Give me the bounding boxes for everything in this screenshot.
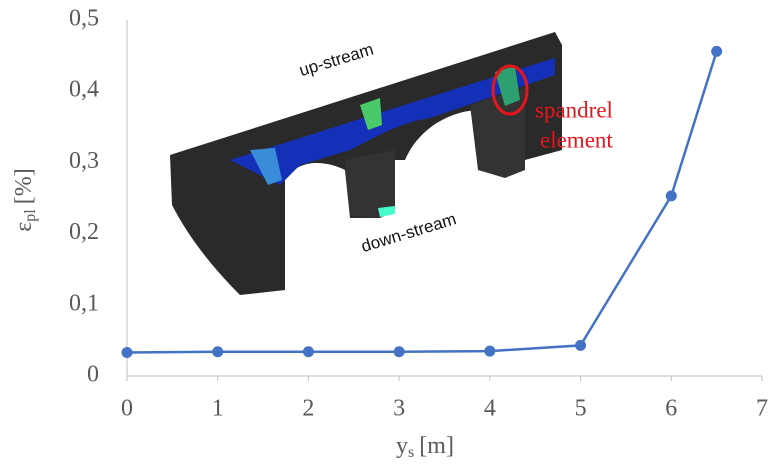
bridge-illustration: up-stream down-stream spandrel element bbox=[170, 32, 613, 295]
data-point bbox=[711, 46, 722, 57]
chart: up-stream down-stream spandrel element y… bbox=[0, 0, 771, 470]
y-axis-label-symbol: ε bbox=[11, 222, 37, 232]
data-point bbox=[303, 346, 314, 357]
x-tick-label: 1 bbox=[212, 396, 224, 422]
x-tick-label: 4 bbox=[484, 396, 496, 422]
x-tick-label: 3 bbox=[393, 396, 405, 422]
annotation: up-stream bbox=[297, 40, 376, 81]
x-tick-label: 0 bbox=[121, 396, 133, 422]
y-axis-label-unit: [%] bbox=[11, 168, 37, 204]
x-axis-label-symbol: y bbox=[396, 433, 408, 459]
y-tick-label: 0,2 bbox=[69, 219, 99, 245]
x-tick-label: 7 bbox=[756, 396, 768, 422]
y-axis-label: εpl [%] bbox=[11, 168, 39, 232]
y-tick-label: 0 bbox=[87, 362, 99, 388]
y-tick-label: 0,5 bbox=[69, 6, 99, 32]
x-axis-label-subscript: s bbox=[408, 444, 414, 461]
y-axis-label-subscript: pl bbox=[22, 209, 39, 222]
x-axis-label: ys [m] bbox=[396, 433, 454, 461]
x-tick-label: 6 bbox=[665, 396, 677, 422]
annotation: element bbox=[540, 127, 613, 152]
y-tick-label: 0,1 bbox=[69, 290, 99, 316]
annotation: spandrel bbox=[535, 97, 613, 122]
y-tick-label: 0,3 bbox=[69, 148, 99, 174]
data-point bbox=[575, 340, 586, 351]
data-point bbox=[212, 346, 223, 357]
x-tick-label: 2 bbox=[302, 396, 314, 422]
page: {"chart_data": {"type": "line", "xlabel"… bbox=[0, 0, 771, 470]
data-point bbox=[484, 346, 495, 357]
data-point bbox=[122, 347, 133, 358]
data-point bbox=[666, 190, 677, 201]
data-point bbox=[394, 346, 405, 357]
y-tick-label: 0,4 bbox=[69, 77, 99, 103]
x-tick-label: 5 bbox=[575, 396, 587, 422]
x-axis-label-unit: [m] bbox=[419, 433, 454, 459]
